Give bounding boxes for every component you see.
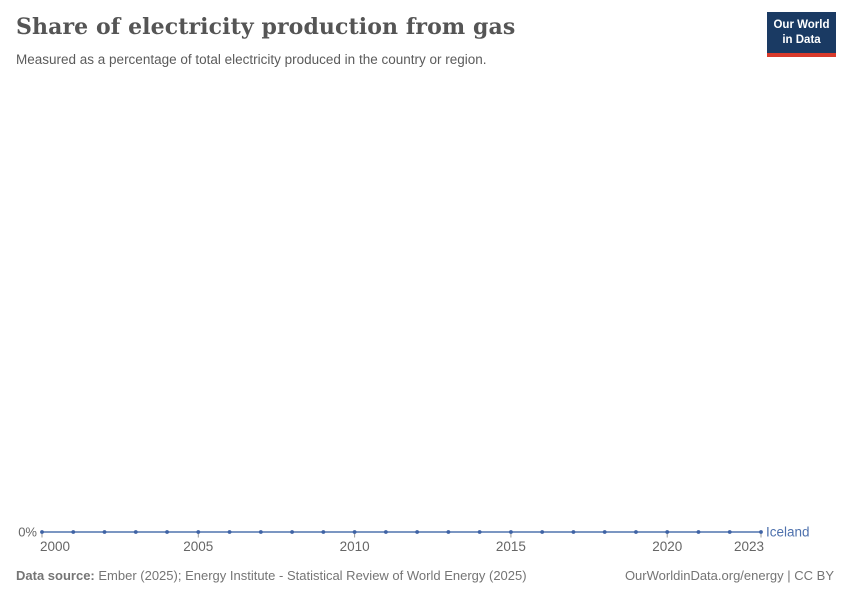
data-point[interactable] [540, 530, 545, 534]
data-point[interactable] [602, 530, 607, 534]
data-point[interactable] [571, 530, 576, 534]
data-point[interactable] [258, 530, 263, 534]
chart-footer: Data source: Ember (2025); Energy Instit… [16, 568, 834, 583]
chart-subtitle: Measured as a percentage of total electr… [16, 52, 487, 67]
chart-title: Share of electricity production from gas [16, 14, 516, 40]
data-point[interactable] [290, 530, 294, 534]
data-point[interactable] [321, 530, 326, 534]
data-point[interactable] [696, 530, 701, 534]
x-axis-tick-label: 2023 [734, 539, 764, 554]
data-source-text: Ember (2025); Energy Institute - Statist… [94, 568, 527, 583]
x-axis-tick-label: 2010 [340, 539, 370, 554]
owid-logo-line1: Our World [773, 19, 830, 31]
data-point[interactable] [383, 530, 388, 534]
data-point[interactable] [227, 530, 232, 534]
x-axis-tick-label: 2020 [652, 539, 682, 554]
data-point[interactable] [634, 530, 638, 534]
data-point[interactable] [759, 530, 763, 534]
owid-logo[interactable]: Our World in Data [767, 12, 836, 57]
owid-logo-line2: in Data [782, 33, 821, 46]
data-point[interactable] [40, 530, 44, 534]
data-point[interactable] [727, 530, 732, 534]
data-source-note: Data source: Ember (2025); Energy Instit… [16, 568, 527, 583]
data-point[interactable] [71, 530, 76, 534]
license-link[interactable]: OurWorldinData.org/energy | CC BY [624, 568, 834, 583]
line-chart-canvas: 2000 2005 2010 2015 2020 2023 0% Iceland [18, 525, 810, 555]
data-source-label: Data source: [16, 568, 95, 583]
data-point[interactable] [477, 530, 482, 534]
x-axis-tick-label: 2000 [40, 539, 70, 554]
data-point[interactable] [509, 530, 513, 534]
data-point[interactable] [665, 530, 670, 534]
data-point[interactable] [196, 530, 201, 534]
x-axis-tick-label: 2005 [183, 539, 213, 554]
data-point[interactable] [102, 530, 107, 534]
data-point[interactable] [446, 530, 451, 534]
data-point[interactable] [133, 530, 138, 534]
y-axis-zero-label: 0% [18, 525, 37, 540]
x-axis-tick-label: 2015 [496, 539, 526, 554]
data-point[interactable] [415, 530, 420, 534]
series-label[interactable]: Iceland [766, 525, 810, 540]
data-point[interactable] [165, 530, 169, 534]
data-point[interactable] [352, 530, 357, 534]
